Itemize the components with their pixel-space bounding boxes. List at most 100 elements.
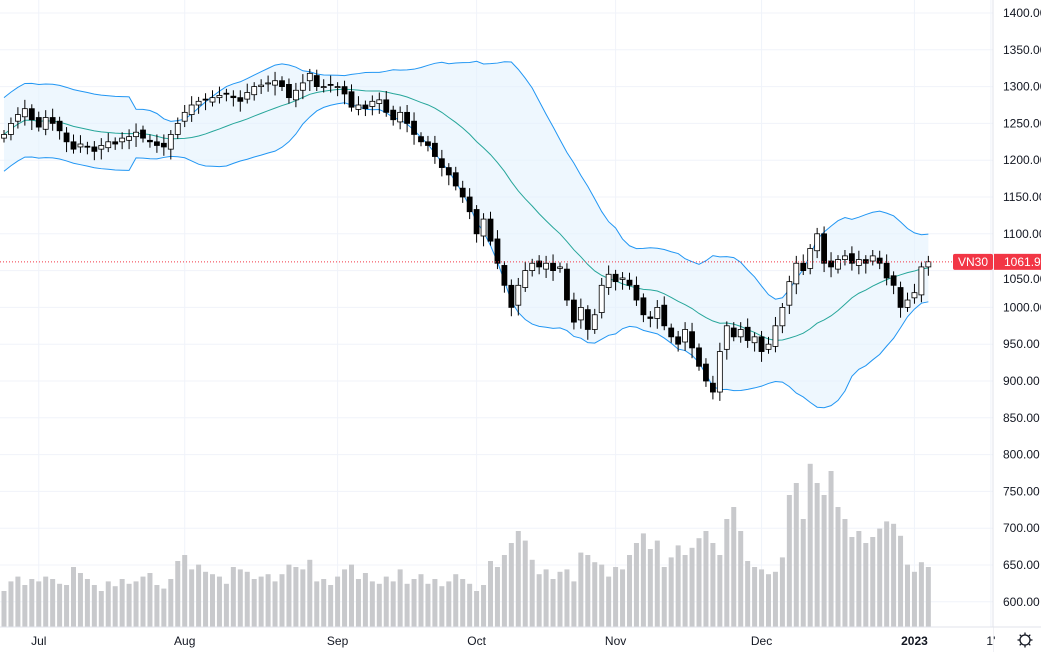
volume-bar [286, 564, 292, 627]
candle-body [626, 279, 633, 286]
candle-body [682, 329, 688, 343]
candle-body [543, 262, 549, 270]
price-tick-label: 700.00 [1003, 521, 1040, 535]
candle-body [821, 233, 827, 264]
candle-body [862, 259, 869, 264]
last-price-label-bg [994, 253, 1041, 270]
volume-bar [481, 585, 487, 627]
volume-bar [203, 571, 209, 627]
volume-bar [189, 569, 195, 627]
volume-bar [522, 540, 528, 627]
candle-body [8, 123, 14, 135]
volume-bar [279, 574, 285, 627]
volume-bar [383, 576, 389, 627]
volume-bar [418, 574, 424, 627]
volume-bar [293, 567, 299, 627]
volume-bar [196, 564, 202, 627]
volume-bar [543, 569, 549, 627]
candle-body [869, 255, 876, 262]
price-tick-label: 750.00 [1003, 484, 1040, 498]
candle-body [1, 134, 7, 139]
candle-body [550, 262, 556, 271]
candle-body [689, 331, 695, 349]
last-price-label: 1061.90 [1004, 255, 1041, 269]
candle-body [404, 111, 411, 124]
candle-body [209, 97, 216, 103]
volume-bar [84, 579, 90, 627]
candle-body [793, 262, 800, 285]
candle-body [835, 259, 841, 270]
volume-bar [620, 569, 626, 627]
gear-tooth [1019, 643, 1022, 646]
volume-bar [842, 519, 848, 627]
candle-body [605, 273, 612, 288]
candle-body [696, 347, 702, 367]
volume-bar [182, 555, 188, 627]
volume-bar [849, 537, 855, 627]
volume-bar [50, 579, 56, 627]
volume-bar [870, 537, 876, 627]
candle-body [369, 100, 376, 107]
volume-bar [439, 586, 445, 627]
volume-bar [105, 581, 111, 627]
candle-body [195, 100, 202, 106]
candle-body [279, 80, 285, 87]
candle-body [466, 196, 473, 213]
candle-body [105, 141, 112, 149]
volume-bar [891, 523, 897, 627]
volume-bar [877, 528, 883, 627]
volume-bar [779, 557, 785, 627]
volume-bar [237, 569, 243, 627]
candle-body [14, 114, 21, 122]
candle-body [473, 209, 480, 235]
price-tick-label: 650.00 [1003, 558, 1040, 572]
price-tick-label: 1050.00 [1003, 272, 1041, 286]
candle-body [42, 117, 49, 130]
volume-bar [362, 573, 368, 627]
candle-body [216, 95, 223, 99]
candle-body [313, 75, 320, 87]
volume-bar [307, 559, 313, 627]
volume-bar [592, 562, 598, 627]
candle-body [397, 111, 404, 123]
candle-body [390, 109, 397, 121]
symbol-label-bg [953, 253, 993, 270]
candle-body [91, 146, 98, 152]
volume-bar [154, 585, 160, 627]
volume-bar [355, 579, 361, 627]
candle-body [438, 158, 445, 168]
candle-body [807, 248, 814, 269]
candle-body [737, 329, 744, 338]
volume-bar [390, 581, 396, 627]
candle-body [918, 266, 925, 296]
gear-tooth [1028, 634, 1031, 637]
volume-bar [745, 561, 751, 627]
price-axis [993, 0, 1041, 652]
candle-body [494, 238, 501, 264]
candle-body [619, 277, 626, 280]
candle-body [202, 98, 209, 101]
candle-body [598, 284, 605, 313]
candle-body [98, 145, 105, 150]
volume-bar [863, 543, 869, 627]
volume-bar [140, 576, 146, 627]
volume-bar [133, 581, 139, 627]
volume-bar [766, 574, 771, 627]
candle-body [167, 134, 174, 150]
candle-body [577, 306, 584, 321]
candle-body [77, 143, 84, 148]
volume-bar [168, 579, 174, 627]
volume-bar [244, 571, 250, 627]
candle-body [925, 261, 932, 268]
volume-bar [898, 535, 904, 627]
candle-body [188, 104, 195, 115]
candle-body [376, 99, 383, 104]
candle-body [640, 297, 647, 316]
candle-body [411, 120, 417, 135]
settings-icon[interactable] [1017, 632, 1033, 648]
volume-bar [738, 531, 744, 627]
candle-body [223, 92, 230, 95]
candle-body [744, 326, 751, 341]
time-tick-label: Sep [327, 634, 349, 648]
